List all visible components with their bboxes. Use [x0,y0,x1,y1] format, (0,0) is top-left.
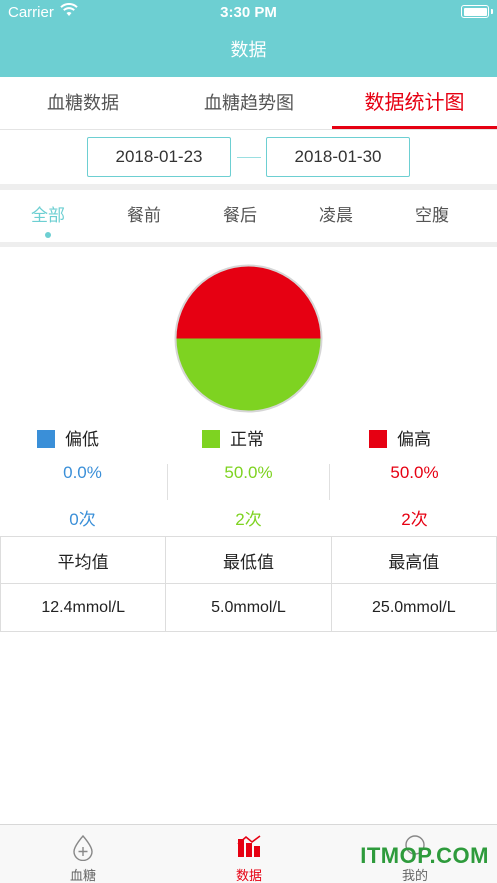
top-tabs: 血糖数据 血糖趋势图 数据统计图 [0,77,497,130]
user-icon [405,835,425,855]
drop-plus-icon [73,834,93,861]
filter-all[interactable]: 全部 [0,190,96,242]
stats-header-max: 最高值 [330,536,497,584]
battery-icon [461,5,493,18]
end-date-field[interactable]: 2018-01-30 [266,137,410,177]
tabbar-glucose-label: 血糖 [69,868,96,883]
column-divider [329,464,330,500]
stats-header-average: 平均值 [0,536,167,584]
glucose-distribution-pie [172,262,325,415]
clock-time: 3:30 PM [220,4,277,21]
legend-high: 偏高 [369,428,431,452]
percent-high: 50.0% [390,463,439,482]
tabbar-data-label: 数据 [235,868,262,883]
start-date-field[interactable]: 2018-01-23 [87,137,231,177]
count-high: 2次 [401,510,428,529]
tabbar-profile-label: 我的 [401,868,428,883]
filter-early-morning[interactable]: 凌晨 [319,206,353,225]
tabbar-data[interactable]: 数据 [166,825,332,883]
percent-normal: 50.0% [224,463,273,482]
active-tab-indicator [332,126,497,129]
page-title: 数据 [0,24,497,77]
wifi-icon [60,3,78,16]
legend-label-low: 偏低 [65,430,99,449]
filter-before-meal[interactable]: 餐前 [127,206,161,225]
filter-after-meal[interactable]: 餐后 [223,206,257,225]
filter-fasting[interactable]: 空腹 [415,206,449,225]
stats-value-average: 12.4mmol/L [0,583,167,632]
divider [0,242,497,247]
divider [0,184,497,190]
status-bar: Carrier 3:30 PM [0,0,497,24]
carrier-label: Carrier [8,4,54,21]
tab-glucose-data[interactable]: 血糖数据 [47,93,119,113]
meal-filter-tabs: 全部 餐前 餐后 凌晨 空腹 [0,190,497,242]
active-filter-dot [45,232,51,238]
stats-header-min: 最低值 [165,536,332,584]
glucose-stats-table: 平均值 最低值 最高值 12.4mmol/L 5.0mmol/L 25.0mmo… [0,536,497,632]
watermark-logo: ITMOP.COM [360,843,489,868]
percent-low: 0.0% [63,463,102,482]
filter-all-label: 全部 [31,206,65,225]
stats-value-min: 5.0mmol/L [165,583,332,632]
tabbar-glucose[interactable]: 血糖 [0,825,166,883]
pie-chart-svg [174,264,323,413]
pie-slice-normal [176,338,321,411]
tab-glucose-trend[interactable]: 血糖趋势图 [204,93,294,113]
column-divider [167,464,168,500]
legend-label-normal: 正常 [230,430,264,449]
pie-slice-high [176,266,321,339]
legend-swatch-low [37,430,55,448]
tab-statistics-chart[interactable]: 数据统计图 [364,92,465,114]
legend-label-high: 偏高 [397,430,431,449]
count-normal: 2次 [235,510,262,529]
tabbar-profile[interactable]: 我的 [332,825,497,883]
legend-swatch-normal [202,430,220,448]
count-low: 0次 [69,510,96,529]
stats-value-max: 25.0mmol/L [330,583,497,632]
date-range-separator [237,157,261,158]
stats-header-row: 平均值 最低值 最高值 [0,536,497,584]
legend-normal: 正常 [202,428,264,452]
legend-swatch-high [369,430,387,448]
stats-value-row: 12.4mmol/L 5.0mmol/L 25.0mmol/L [0,583,497,632]
legend-low: 偏低 [37,428,99,452]
chart-icon [237,835,261,857]
date-range: 2018-01-23 2018-01-30 [0,131,497,184]
bottom-tab-bar: 血糖 数据 我的 [0,824,497,883]
